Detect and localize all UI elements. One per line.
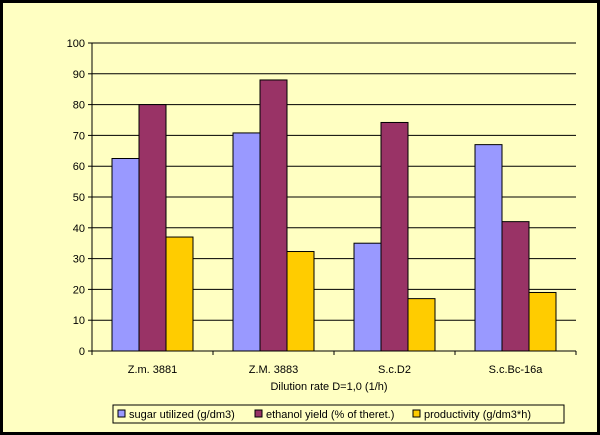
legend-label: sugar utilized (g/dm3) <box>129 409 235 421</box>
legend-label: productivity (g/dm3*h) <box>424 409 531 421</box>
bar <box>259 79 288 352</box>
x-tick-label: Z.M. 3883 <box>249 364 299 376</box>
bars <box>111 79 557 352</box>
bar <box>286 251 315 352</box>
y-tick-label: 80 <box>73 100 85 112</box>
bar <box>501 221 530 352</box>
y-tick-label: 60 <box>73 161 85 173</box>
bar <box>138 104 167 352</box>
x-tick-label: S.c.D2 <box>378 364 411 376</box>
y-tick-label: 0 <box>79 346 85 358</box>
y-tick-label: 70 <box>73 130 85 142</box>
legend-swatch <box>117 409 126 418</box>
legend: sugar utilized (g/dm3) ethanol yield (% o… <box>112 404 565 424</box>
legend-label: ethanol yield (% of theret.) <box>266 409 394 421</box>
x-axis-title: Dilution rate D=1,0 (1/h) <box>270 381 387 393</box>
legend-swatch <box>412 409 421 418</box>
x-axis-ticks: Z.m. 3881 Z.M. 3883 S.c.D2 S.c.Bc-16a <box>91 351 577 376</box>
y-tick-label: 30 <box>73 254 85 266</box>
bar <box>232 132 261 352</box>
y-tick-label: 50 <box>73 192 85 204</box>
bar <box>111 158 140 352</box>
legend-box <box>112 404 565 424</box>
x-tick-label: S.c.Bc-16a <box>489 364 544 376</box>
y-tick-label: 100 <box>67 38 85 50</box>
y-tick-label: 40 <box>73 223 85 235</box>
bar <box>528 291 557 352</box>
y-tick-label: 90 <box>73 69 85 81</box>
x-tick-label: Z.m. 3881 <box>128 364 178 376</box>
bar <box>353 242 382 352</box>
bar <box>407 298 436 352</box>
y-tick-label: 10 <box>73 315 85 327</box>
bar <box>474 144 503 352</box>
y-tick-label: 20 <box>73 284 85 296</box>
bar <box>380 121 409 352</box>
bar <box>165 236 194 352</box>
legend-swatch <box>254 409 263 418</box>
y-axis-ticks: 0 10 20 30 40 50 60 70 80 90 100 <box>67 38 92 358</box>
